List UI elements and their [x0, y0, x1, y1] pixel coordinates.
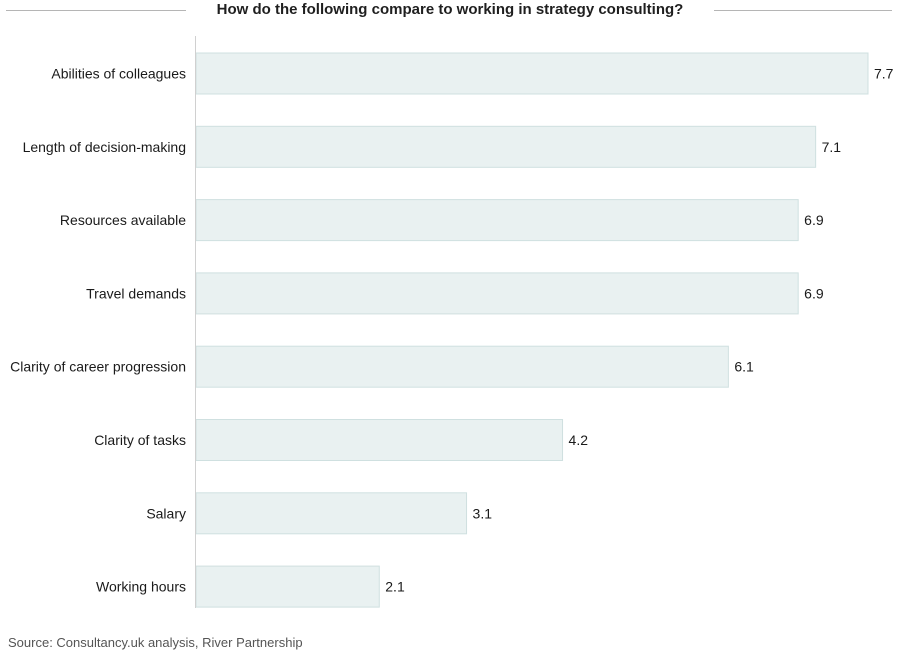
value-label: 6.9 [804, 212, 824, 228]
category-label: Travel demands [86, 285, 186, 301]
bar [195, 125, 817, 168]
bar [195, 419, 564, 461]
bars-layer: Abilities of colleagues 7.7 Length of deci… [10, 52, 894, 608]
value-label: 6.1 [734, 359, 754, 375]
source-note: Source: Consultancy.uk analysis, River P… [8, 635, 303, 650]
bar [195, 52, 869, 95]
bar [195, 199, 799, 242]
value-label: 2.1 [385, 579, 405, 595]
category-label: Working hours [96, 579, 186, 595]
chart-title: How do the following compare to working … [216, 1, 684, 18]
bar [195, 345, 729, 388]
value-label: 6.9 [804, 285, 824, 301]
category-label: Abilities of colleagues [51, 66, 186, 82]
category-label: Clarity of career progression [10, 359, 186, 375]
value-label: 7.7 [874, 66, 894, 82]
value-label: 7.1 [822, 139, 842, 155]
bar [195, 565, 380, 608]
category-label: Clarity of tasks [94, 432, 186, 448]
bar [195, 272, 799, 315]
title-rule-left [6, 10, 186, 11]
category-label: Resources available [60, 212, 186, 228]
title-rule-right [714, 10, 892, 11]
bar-chart: Abilities of colleagues 7.7 Length of deci… [10, 36, 894, 608]
bar [195, 492, 468, 535]
value-label: 4.2 [569, 432, 589, 448]
category-label: Length of decision-making [23, 139, 186, 155]
title-row: How do the following compare to working … [0, 0, 900, 24]
value-label: 3.1 [473, 505, 493, 521]
category-label: Salary [146, 505, 186, 521]
